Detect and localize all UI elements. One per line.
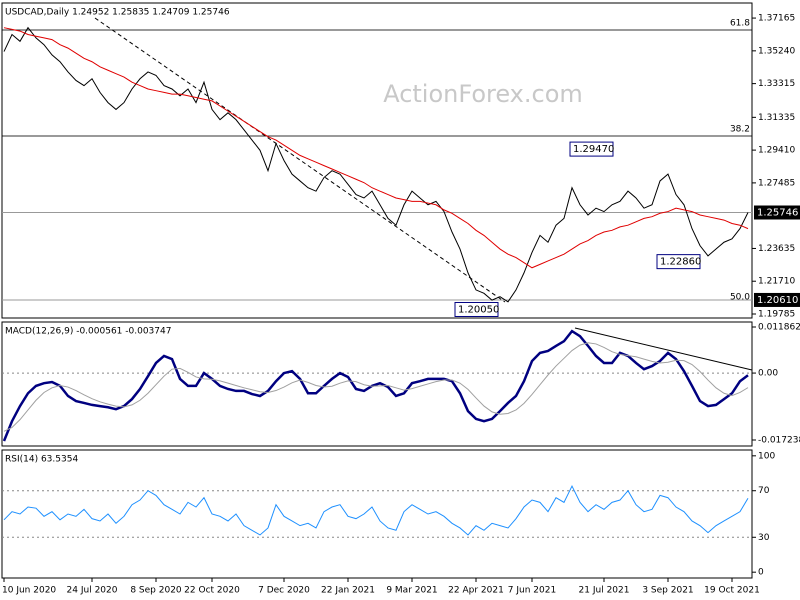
annotation-box bbox=[454, 301, 499, 317]
panel-title: MACD(12,26,9) -0.000561 -0.003747 bbox=[5, 327, 171, 337]
price-label-box bbox=[754, 292, 800, 307]
panel bbox=[1, 449, 753, 579]
panel-title: USDCAD,Daily 1.24952 1.25835 1.24709 1.2… bbox=[5, 8, 230, 18]
y-tick-label: -0.017238 bbox=[758, 436, 800, 446]
x-tick-label: 3 Sep 2021 bbox=[642, 586, 693, 596]
panel bbox=[1, 321, 753, 447]
y-tick-label: 100 bbox=[758, 451, 775, 461]
x-tick-label: 9 Mar 2021 bbox=[386, 586, 437, 596]
x-tick-label: 21 Jul 2021 bbox=[579, 586, 630, 596]
fib-label: 38.2 bbox=[730, 125, 750, 135]
y-tick-label: 0 bbox=[758, 568, 764, 578]
y-tick-label: 1.23635 bbox=[758, 244, 795, 254]
trend-line bbox=[574, 327, 753, 371]
series-line bbox=[3, 342, 749, 432]
annotation-box bbox=[569, 141, 614, 157]
y-tick-label: 1.21710 bbox=[758, 277, 795, 287]
y-tick-label: 1.27485 bbox=[758, 178, 795, 188]
y-tick-label: 1.29410 bbox=[758, 146, 795, 156]
panel-title: RSI(14) 63.5354 bbox=[5, 455, 78, 465]
panel bbox=[1, 2, 753, 319]
y-tick-label: 1.35240 bbox=[758, 46, 795, 56]
annotation-label: 1.20050 bbox=[458, 304, 499, 315]
x-tick-label: 10 Jun 2020 bbox=[2, 586, 56, 596]
series-line bbox=[2, 329, 749, 442]
annotation-label: 1.29470 bbox=[573, 144, 614, 155]
x-tick-label: 7 Jun 2021 bbox=[508, 586, 556, 596]
series-line bbox=[3, 26, 749, 303]
y-tick-label: 70 bbox=[758, 486, 770, 496]
price-label: 1.20610 bbox=[757, 295, 798, 306]
y-tick-label: 0.011862 bbox=[758, 323, 800, 333]
x-tick-label: 24 Jul 2020 bbox=[67, 586, 118, 596]
y-tick-label: 1.37165 bbox=[758, 14, 795, 24]
fib-label: 61.8 bbox=[730, 19, 750, 29]
y-tick-label: 1.19785 bbox=[758, 309, 795, 319]
x-tick-label: 22 Jan 2021 bbox=[321, 586, 375, 596]
x-tick-label: 22 Oct 2020 bbox=[184, 586, 240, 596]
x-tick-label: 19 Oct 2021 bbox=[704, 586, 760, 596]
price-label-box bbox=[754, 205, 800, 220]
y-tick-label: 1.33315 bbox=[758, 79, 795, 89]
series-line bbox=[3, 484, 749, 536]
y-tick-label: 30 bbox=[758, 533, 770, 543]
fib-label: 50.0 bbox=[730, 293, 750, 303]
y-tick-label: 1.31335 bbox=[758, 113, 795, 123]
watermark: ActionForex.com bbox=[383, 80, 583, 108]
x-tick-label: 8 Sep 2020 bbox=[130, 586, 182, 596]
series-line bbox=[3, 27, 749, 269]
annotation-label: 1.22860 bbox=[660, 257, 701, 268]
trend-line bbox=[94, 17, 506, 303]
price-label: 1.25746 bbox=[757, 208, 798, 219]
x-tick-label: 22 Apr 2021 bbox=[448, 586, 504, 596]
x-tick-label: 7 Dec 2020 bbox=[258, 586, 310, 596]
y-tick-label: 0.00 bbox=[758, 369, 778, 379]
annotation-box bbox=[656, 254, 701, 270]
